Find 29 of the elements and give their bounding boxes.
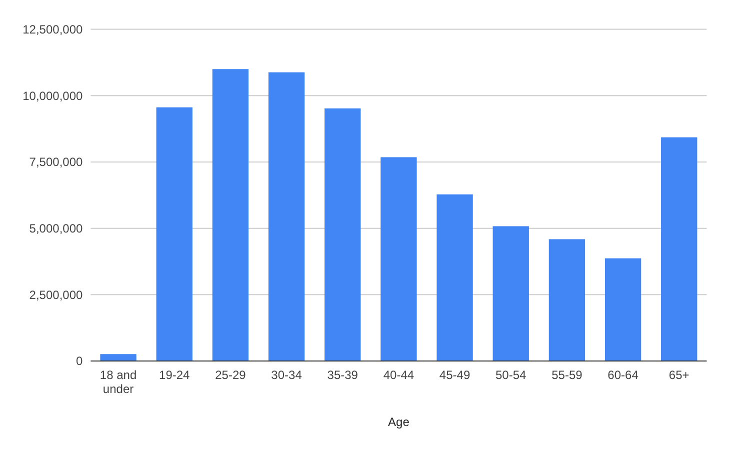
bar: [604, 258, 642, 361]
x-tick-label: 18 and under: [100, 368, 137, 396]
y-tick-label: 0: [76, 354, 84, 368]
bar: [100, 354, 136, 361]
bar: [661, 137, 698, 361]
x-tick-label: 60-64: [608, 368, 639, 382]
x-tick-label: 40-44: [383, 368, 414, 382]
x-tick-label: 45-49: [439, 368, 470, 382]
x-tick-label: 35-39: [327, 368, 358, 382]
y-tick-label: 12,500,000: [22, 22, 84, 36]
y-tick-label: 7,500,000: [29, 155, 84, 170]
x-tick-label: 65+: [668, 368, 690, 382]
x-tick-label: 55-59: [552, 368, 583, 382]
x-tick-label: 25-29: [215, 368, 246, 382]
bar: [212, 69, 249, 361]
y-tick-label: 10,000,000: [22, 88, 84, 103]
y-tick-label: 2,500,000: [29, 288, 84, 302]
bar: [324, 108, 361, 361]
bar: [548, 239, 586, 361]
y-tick-label: 5,000,000: [29, 222, 84, 236]
x-tick-label: 19-24: [159, 368, 190, 382]
x-tick-label: 50-54: [496, 368, 527, 382]
bar: [156, 107, 192, 361]
x-tick-label: 30-34: [271, 368, 302, 382]
bar: [268, 72, 305, 361]
bar: [492, 226, 529, 361]
x-axis-title: Age: [388, 415, 410, 429]
bar: [380, 157, 417, 361]
bar: [436, 194, 473, 361]
